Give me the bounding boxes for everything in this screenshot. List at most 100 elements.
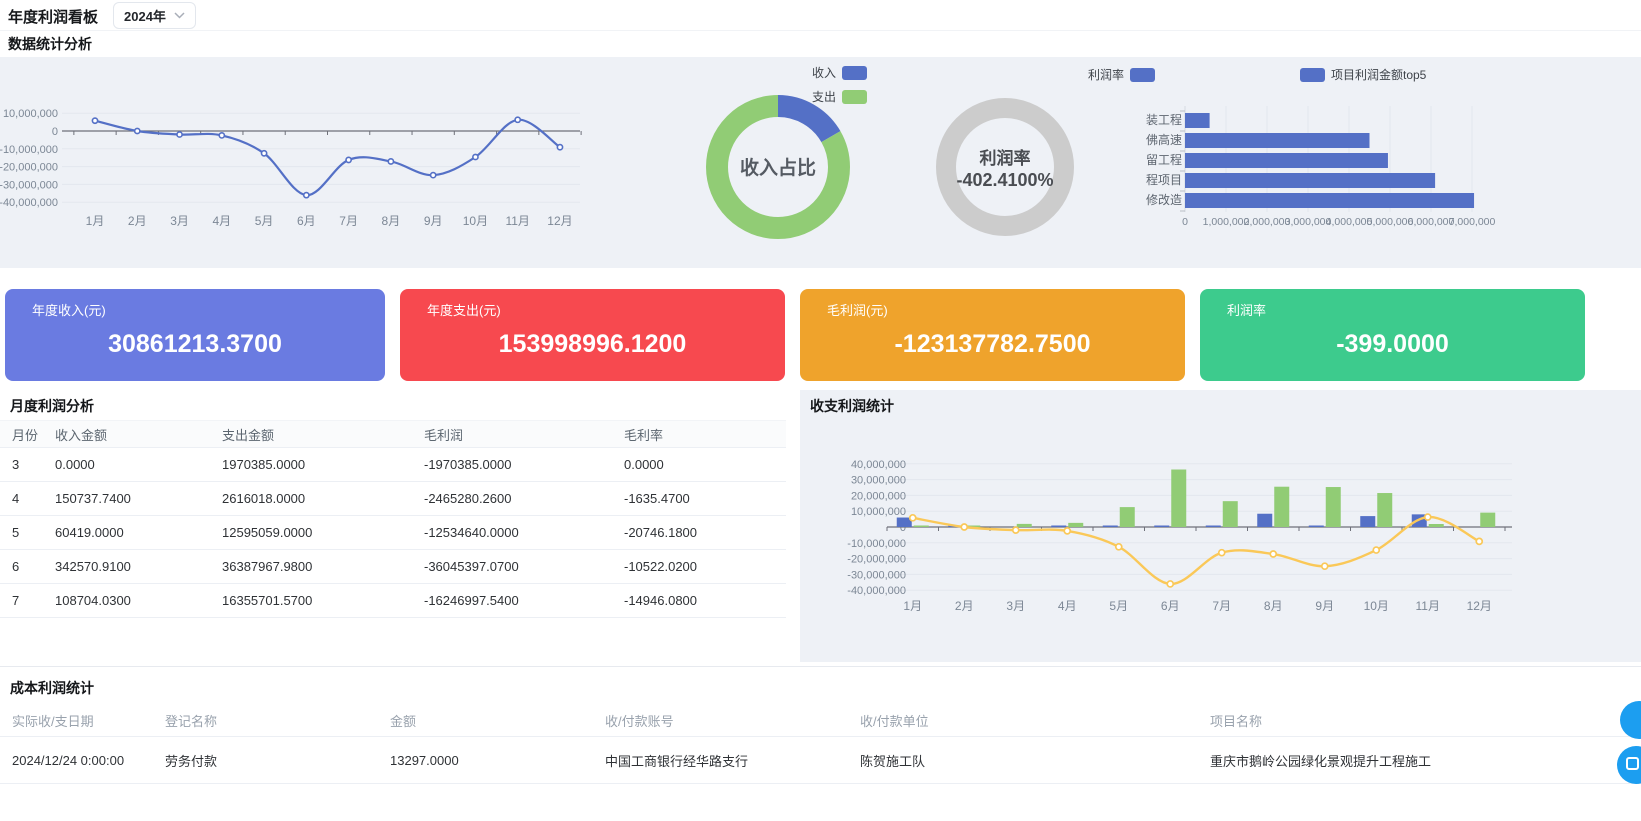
legend-item-expense[interactable]: 支出 — [812, 88, 868, 105]
cell: -36045397.0700 — [424, 559, 519, 574]
cell: 实际收/支日期 — [12, 714, 94, 729]
cell: 项目名称 — [1210, 714, 1263, 729]
income-expense-combo-chart: 40,000,000 30,000,000 20,000,000 10,000,000… — [847, 459, 1512, 613]
chat-window-icon — [1626, 757, 1639, 770]
svg-text:5月: 5月 — [1109, 599, 1128, 613]
svg-text:10,000,000: 10,000,000 — [3, 108, 58, 120]
cell: -1970385.0000 — [424, 457, 512, 472]
cell: 1970385.0000 — [222, 457, 306, 472]
section-divider — [0, 666, 1641, 667]
legend-swatch-profit-rate — [1130, 67, 1156, 82]
monthly-table-header-row: 月份 收入金额 支出金额 毛利润 毛利率 — [0, 420, 786, 448]
cell: 2024/12/24 0:00:00 — [12, 752, 125, 768]
cell: 毛利率 — [624, 427, 664, 443]
header-divider — [0, 30, 1641, 31]
cell: 收/付款账号 — [605, 714, 674, 729]
svg-text:-30,000,000: -30,000,000 — [0, 179, 58, 191]
cell: 劳务付款 — [165, 753, 218, 769]
svg-text:11月: 11月 — [1416, 599, 1440, 613]
floating-action-button-chat[interactable] — [1617, 746, 1641, 784]
svg-text:0: 0 — [1182, 216, 1188, 228]
svg-text:20,000,000: 20,000,000 — [851, 490, 906, 502]
table-row: 2024/12/24 0:00:00 劳务付款 13297.0000 中国工商银行经华… — [0, 737, 1641, 784]
cell: 13297.0000 — [390, 752, 459, 768]
cell: 0.0000 — [624, 457, 664, 472]
cell: 2616018.0000 — [222, 491, 306, 506]
svg-text:30,000,000: 30,000,000 — [851, 475, 906, 487]
svg-text:6,000,000: 6,000,000 — [1408, 216, 1455, 228]
svg-text:装工程: 装工程 — [1146, 112, 1182, 127]
card-value: 153998996.1200 — [498, 330, 687, 358]
year-select[interactable]: 2024年 — [113, 2, 196, 29]
cell: 0.0000 — [55, 457, 95, 472]
svg-text:4,000,000: 4,000,000 — [1326, 216, 1373, 228]
page-title: 年度利润看板 — [8, 9, 99, 26]
floating-action-button-top[interactable] — [1620, 701, 1641, 739]
cell: -1635.4700 — [624, 491, 690, 506]
income-expense-legend: 收入 支出 — [812, 64, 868, 105]
svg-text:-30,000,000: -30,000,000 — [847, 569, 906, 581]
legend-swatch-top5 — [1300, 67, 1325, 82]
card-value: 30861213.3700 — [108, 330, 282, 358]
cell: 收/付款单位 — [860, 714, 929, 729]
legend-label-income: 收入 — [812, 66, 837, 80]
section-title-stats: 数据统计分析 — [8, 36, 92, 52]
svg-text:6月: 6月 — [297, 214, 316, 228]
svg-text:-20,000,000: -20,000,000 — [0, 162, 58, 174]
cost-table-header-row: 实际收/支日期 登记名称 金额 收/付款账号 收/付款单位 项目名称 — [0, 705, 1641, 737]
cell: 金额 — [390, 714, 417, 729]
cell: -16246997.5400 — [424, 593, 519, 608]
cell: 4 — [12, 491, 20, 506]
svg-text:9月: 9月 — [1315, 599, 1334, 613]
profit-rate-donut-chart: 利润率-402.4100% — [936, 98, 1074, 236]
cell: -10522.0200 — [624, 559, 698, 574]
svg-text:3月: 3月 — [170, 214, 189, 228]
card-gross-profit: 毛利润(元) -123137782.7500 — [800, 289, 1185, 381]
cell: 108704.0300 — [55, 593, 131, 608]
cell: 重庆市鹅岭公园绿化景观提升工程施工 — [1210, 753, 1432, 769]
svg-text:2,000,000: 2,000,000 — [1244, 216, 1291, 228]
cell: 3 — [12, 457, 20, 472]
table-row: 3 0.0000 1970385.0000 -1970385.0000 0.0000 — [0, 448, 786, 482]
cell: 342570.9100 — [55, 559, 131, 574]
legend-item-income[interactable]: 收入 — [812, 64, 868, 81]
svg-text:1月: 1月 — [903, 599, 922, 613]
legend-item-top5[interactable]: 项目利润金额top5 — [1300, 66, 1426, 83]
svg-text:7,000,000: 7,000,000 — [1449, 216, 1496, 228]
svg-text:留工程: 留工程 — [1146, 152, 1182, 167]
legend-label-top5: 项目利润金额top5 — [1331, 68, 1427, 82]
svg-text:8月: 8月 — [1264, 599, 1283, 613]
card-annual-expense: 年度支出(元) 153998996.1200 — [400, 289, 785, 381]
card-value: -123137782.7500 — [894, 330, 1091, 358]
cell: 月份 — [12, 427, 39, 443]
chevron-down-icon — [174, 12, 185, 19]
svg-text:1月: 1月 — [86, 214, 105, 228]
profit-rate-legend: 利润率 — [1088, 66, 1156, 83]
cell: 60419.0000 — [55, 525, 124, 540]
svg-text:8月: 8月 — [382, 214, 401, 228]
svg-text:2月: 2月 — [955, 599, 974, 613]
legend-item-profit-rate[interactable]: 利润率 — [1088, 66, 1156, 83]
section-title-monthly: 月度利润分析 — [10, 398, 94, 414]
svg-text:5,000,000: 5,000,000 — [1367, 216, 1414, 228]
card-label: 年度支出(元) — [427, 303, 501, 318]
cell: 毛利润 — [424, 427, 464, 443]
card-label: 年度收入(元) — [32, 303, 106, 318]
project-profit-top5-bar-chart: 0 1,000,0002,000,0003,000,0004,000,0005,0… — [1146, 106, 1496, 228]
table-row: 4 150737.7400 2616018.0000 -2465280.2600 -16… — [0, 482, 786, 516]
svg-text:12月: 12月 — [547, 214, 572, 228]
svg-text:10月: 10月 — [463, 214, 488, 228]
svg-text:6月: 6月 — [1161, 599, 1180, 613]
svg-text:40,000,000: 40,000,000 — [851, 459, 906, 471]
legend-label-expense: 支出 — [812, 90, 837, 104]
svg-text:修改造: 修改造 — [1146, 192, 1182, 207]
top5-legend: 项目利润金额top5 — [1300, 66, 1426, 83]
svg-text:利润率: 利润率 — [980, 148, 1031, 168]
card-value: -399.0000 — [1336, 330, 1449, 358]
monthly-profit-table: 月份 收入金额 支出金额 毛利润 毛利率 3 0.0000 1970385.0000 -1970… — [0, 420, 786, 618]
legend-swatch-income — [842, 65, 868, 80]
svg-text:7月: 7月 — [339, 214, 358, 228]
cell: 150737.7400 — [55, 491, 131, 506]
table-row: 6 342570.9100 36387967.9800 -36045397.0700 -… — [0, 550, 786, 584]
cell: 支出金额 — [222, 427, 275, 443]
